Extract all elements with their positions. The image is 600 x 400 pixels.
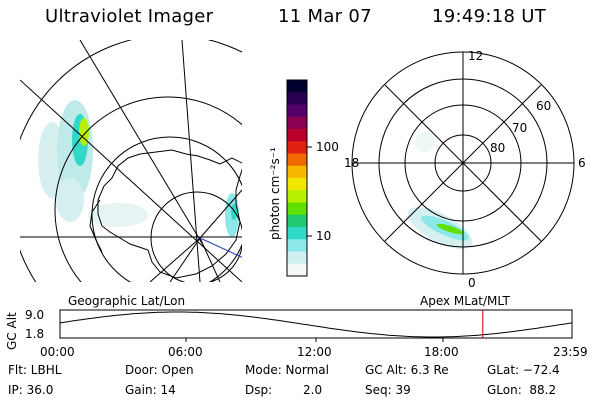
colorbar-swatch <box>287 263 307 277</box>
mlat-label-80: 80 <box>490 141 505 155</box>
colorbar-swatch <box>287 116 307 130</box>
colorbar-units-label: photon cm⁻²s⁻¹ <box>268 147 282 240</box>
longitude-line <box>169 237 201 282</box>
longitude-line <box>199 237 221 282</box>
peninsula-coastline <box>89 199 103 253</box>
colorbar-swatch <box>287 178 307 191</box>
timeline-ytick-high: 9.0 <box>25 308 44 322</box>
mlt-label-6: 6 <box>578 156 586 170</box>
timeline-xtick: 18:00 <box>424 345 459 359</box>
altitude-curve <box>59 311 573 338</box>
timeline-xtick: 12:00 <box>297 345 332 359</box>
antarctica-coastline <box>97 149 242 279</box>
timeline-ylabel: GC Alt <box>5 312 19 350</box>
timeline-xtick: 00:00 <box>40 345 75 359</box>
mlt-label-0: 0 <box>468 276 476 290</box>
polar-mlat-mlt-panel: 12 18 6 0 60 70 80 <box>344 49 586 290</box>
status-mode: Mode: Normal <box>245 363 329 377</box>
status-dsp-label: Dsp: <box>245 383 273 397</box>
colorbar-swatch <box>287 141 307 154</box>
app-title: Ultraviolet Imager <box>45 6 214 27</box>
mlt-label-18: 18 <box>344 156 359 170</box>
status-glon: GLon: 88.2 <box>487 383 557 397</box>
colorbar-swatch <box>287 104 307 118</box>
timeline-xtick: 06:00 <box>168 345 203 359</box>
colorbar-swatch <box>287 214 307 228</box>
status-gc-alt: GC Alt: 6.3 Re <box>365 363 449 377</box>
colorbar <box>286 79 308 277</box>
status-glat: GLat: −72.4 <box>487 363 560 377</box>
colorbar-swatch <box>287 251 307 265</box>
timeline-xtick: 23:59 <box>553 345 588 359</box>
colorbar-tick-10: 10 <box>316 229 331 243</box>
status-seq: Seq: 39 <box>365 383 411 397</box>
status-gain: Gain: 14 <box>125 383 176 397</box>
latitude-circle <box>54 96 242 282</box>
colorbar-swatch <box>287 227 307 240</box>
colorbar-frame <box>286 79 308 277</box>
mlat-label-60: 60 <box>536 99 551 113</box>
auroral-emission-polar <box>407 132 473 249</box>
colorbar-swatch <box>287 239 307 252</box>
longitude-line <box>149 237 201 282</box>
colorbar-swatch <box>287 165 307 179</box>
header-date: 11 Mar 07 <box>278 6 372 27</box>
colorbar-tick-100: 100 <box>316 140 339 154</box>
colorbar-swatch <box>287 92 307 105</box>
mlt-label-12: 12 <box>468 49 483 63</box>
colorbar-swatch <box>287 80 307 93</box>
latitude-circle <box>150 191 242 282</box>
colorbar-swatch <box>287 129 307 142</box>
status-ip: IP: 36.0 <box>8 383 54 397</box>
longitude-line <box>199 189 242 239</box>
colorbar-swatch <box>287 153 307 167</box>
geo-panel-caption: Geographic Lat/Lon <box>68 294 185 308</box>
status-door: Door: Open <box>125 363 194 377</box>
colorbar-swatch <box>287 190 307 203</box>
auroral-emission-geo <box>38 100 239 237</box>
colorbar-swatch <box>287 202 307 216</box>
status-dsp-value: 2.0 <box>303 383 323 397</box>
geographic-map-panel <box>20 40 242 282</box>
header-time: 19:49:18 UT <box>432 6 547 27</box>
mlat-label-70: 70 <box>512 121 527 135</box>
altitude-timeline: Geographic Lat/Lon Apex MLat/MLT GC Alt … <box>5 294 588 359</box>
sun-direction-line <box>199 237 242 258</box>
polar-panel-caption: Apex MLat/MLT <box>420 294 510 308</box>
timeline-ytick-low: 1.8 <box>25 327 44 341</box>
longitude-line <box>79 40 207 251</box>
status-filter: Flt: LBHL <box>8 363 62 377</box>
